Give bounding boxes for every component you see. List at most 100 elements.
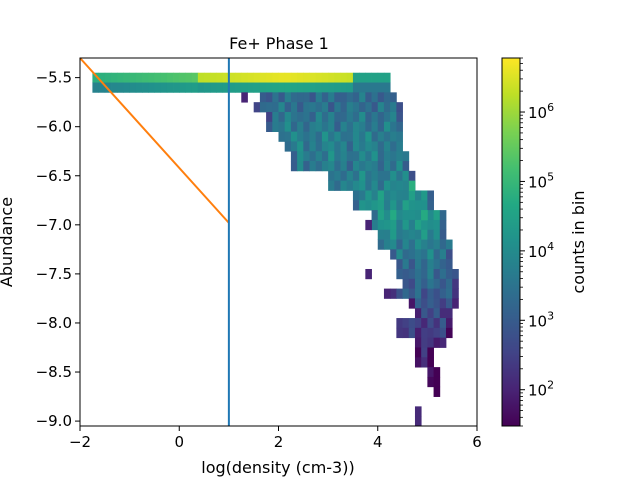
heatmap-cell — [390, 161, 397, 172]
heatmap-cell — [371, 72, 379, 83]
heatmap-cell — [315, 131, 323, 142]
heatmap-cell — [346, 161, 354, 172]
heatmap-cell — [334, 72, 341, 83]
heatmap-cell — [433, 210, 441, 221]
heatmap-cell — [315, 82, 323, 93]
heatmap-cell — [346, 170, 354, 182]
heatmap-cell — [377, 121, 385, 132]
y-tick-label: −8.5 — [36, 363, 72, 381]
heatmap-cell — [365, 131, 372, 142]
heatmap-cell — [408, 239, 416, 250]
heatmap-cell — [334, 141, 341, 152]
heatmap-cell — [210, 82, 217, 93]
heatmap-cell — [352, 102, 360, 113]
heatmap-cell — [179, 72, 186, 83]
heatmap-cell — [377, 82, 385, 93]
y-axis-label: Abundance — [0, 197, 16, 287]
heatmap-cell — [334, 170, 341, 182]
heatmap-cell — [383, 102, 391, 113]
heatmap-cell — [383, 229, 391, 240]
heatmap-cell — [408, 200, 416, 211]
heatmap-cell — [334, 82, 341, 93]
heatmap-cell — [427, 367, 434, 378]
heatmap-cell — [148, 82, 155, 93]
heatmap-cell — [278, 131, 286, 142]
heatmap-cell — [235, 72, 242, 83]
heatmap-cell — [421, 200, 428, 211]
heatmap-cell — [359, 151, 366, 162]
heatmap-cell — [427, 327, 434, 339]
heatmap-cell — [390, 151, 397, 162]
heatmap-cell — [222, 82, 230, 93]
heatmap-cell — [346, 180, 354, 191]
heatmap-cell — [433, 318, 441, 329]
heatmap-cell — [408, 249, 416, 260]
heatmap-cell — [297, 161, 304, 172]
heatmap-cell — [445, 318, 453, 329]
heatmap-cell — [297, 121, 304, 132]
heatmap-cell — [284, 131, 292, 142]
heatmap-cell — [340, 72, 348, 83]
heatmap-cell — [365, 268, 372, 280]
heatmap-cell — [390, 92, 397, 103]
heatmap-cell — [414, 259, 422, 270]
heatmap-cell — [352, 190, 360, 201]
heatmap-cell — [359, 200, 366, 211]
heatmap-cell — [421, 278, 428, 290]
heatmap-cell — [303, 161, 310, 172]
heatmap-cell — [433, 337, 441, 348]
heatmap-cell — [390, 239, 397, 250]
heatmap-cell — [266, 111, 273, 123]
heatmap-cell — [371, 200, 379, 211]
heatmap-cell — [421, 249, 428, 260]
heatmap-cell — [321, 111, 329, 123]
heatmap-cell — [427, 318, 434, 329]
heatmap-cell — [340, 102, 348, 113]
heatmap-cell — [309, 131, 317, 142]
heatmap-cell — [241, 72, 248, 83]
heatmap-cell — [346, 151, 354, 162]
heatmap-cell — [272, 102, 279, 113]
heatmap-cell — [421, 318, 428, 329]
heatmap-cell — [297, 82, 304, 93]
heatmap-cell — [390, 190, 397, 201]
heatmap-cell — [433, 327, 441, 339]
heatmap-cell — [402, 249, 410, 260]
heatmap-cell — [402, 239, 410, 250]
heatmap-cell — [414, 347, 422, 358]
heatmap-cell — [396, 161, 403, 172]
heatmap-cell — [328, 170, 335, 182]
heatmap-cell — [142, 72, 149, 83]
heatmap-cell — [390, 249, 397, 260]
heatmap-cell — [365, 111, 372, 123]
heatmap-cell — [352, 111, 360, 123]
heatmap-cell — [445, 239, 453, 250]
heatmap-cell — [278, 82, 286, 93]
heatmap-cell — [340, 170, 348, 182]
heatmap-cell — [439, 327, 447, 339]
heatmap-cell — [402, 318, 410, 329]
heatmap-cell — [377, 210, 385, 221]
heatmap-cell — [340, 180, 348, 191]
heatmap-cell — [377, 170, 385, 182]
heatmap-cell — [185, 72, 193, 83]
heatmap-cell — [408, 318, 416, 329]
heatmap-cell — [427, 288, 434, 299]
heatmap-cell — [135, 72, 143, 83]
heatmap-cell — [365, 82, 372, 93]
heatmap-cell — [377, 102, 385, 113]
heatmap-cell — [297, 102, 304, 113]
heatmap-cell — [414, 406, 422, 417]
y-tick-label: −9.0 — [36, 412, 72, 430]
heatmap-cell — [402, 278, 410, 290]
heatmap-cell — [377, 92, 385, 103]
heatmap-cell — [253, 102, 261, 113]
heatmap-cell — [377, 131, 385, 142]
heatmap-cell — [402, 210, 410, 221]
heatmap-cell — [427, 229, 434, 240]
heatmap-cell — [439, 239, 447, 250]
heatmap-cell — [303, 92, 310, 103]
heatmap-cell — [396, 249, 403, 260]
heatmap-cell — [321, 92, 329, 103]
heatmap-cell — [421, 239, 428, 250]
